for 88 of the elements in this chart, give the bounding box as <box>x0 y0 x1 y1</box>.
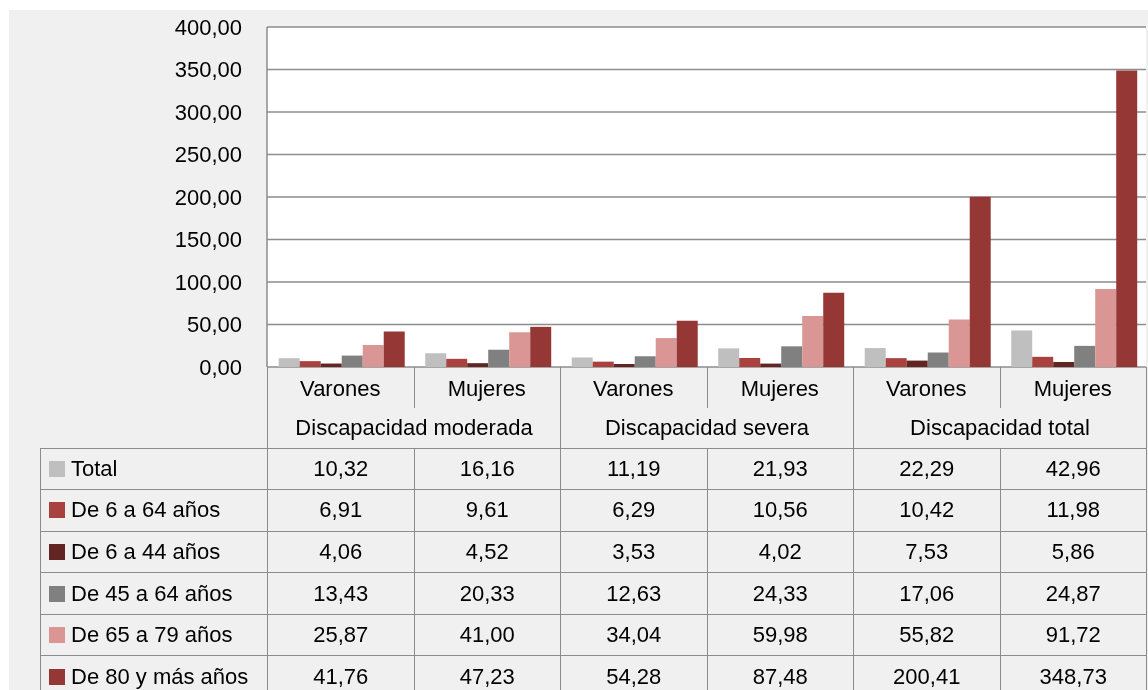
bar <box>571 357 593 367</box>
data-label: 21,93 <box>707 448 854 490</box>
y-tick-label: 200,00 <box>174 184 242 210</box>
data-label: 87,48 <box>707 655 854 690</box>
y-tick-label: 150,00 <box>174 227 242 253</box>
y-tick-label: 250,00 <box>174 142 242 168</box>
bar <box>802 316 824 367</box>
bar <box>718 348 740 367</box>
legend-label: Total <box>40 448 268 490</box>
bar <box>864 348 886 367</box>
data-label: 4,52 <box>414 531 561 573</box>
bar <box>1032 356 1054 367</box>
bar <box>1116 70 1138 367</box>
legend-label: De 45 a 64 años <box>40 572 268 615</box>
text: Discapacidad severa <box>560 408 854 448</box>
x-tick-label: Mujeres <box>740 375 819 401</box>
x-tick-label: Varones <box>300 375 381 401</box>
bar <box>425 353 447 367</box>
legend-label: De 65 a 79 años <box>40 614 268 656</box>
bar <box>1095 289 1117 367</box>
bar <box>655 338 677 367</box>
bar <box>299 361 321 367</box>
data-label: 34,04 <box>560 614 707 656</box>
bar <box>823 292 845 367</box>
bar <box>530 326 552 367</box>
y-tick-label: 0,00 <box>199 354 242 380</box>
data-label: 22,29 <box>853 448 1000 490</box>
bar <box>948 319 970 367</box>
data-label: 7,53 <box>853 531 1000 573</box>
x-tick-label: Mujeres <box>1033 375 1112 401</box>
data-label: 16,16 <box>414 448 561 490</box>
data-label: 12,63 <box>560 572 707 615</box>
bar <box>885 358 907 367</box>
bar <box>467 363 489 367</box>
data-label: 47,23 <box>414 655 561 690</box>
x-tick-label: Varones <box>593 375 674 401</box>
data-label: 3,53 <box>560 531 707 573</box>
bar <box>906 360 928 367</box>
data-label: 6,29 <box>560 489 707 532</box>
data-label: 6,91 <box>267 489 414 532</box>
bar <box>969 196 991 367</box>
data-label: 10,32 <box>267 448 414 490</box>
data-label: 41,76 <box>267 655 414 690</box>
data-label: 91,72 <box>1000 614 1147 656</box>
y-tick-label: 300,00 <box>174 99 242 125</box>
bar <box>613 364 635 367</box>
data-label: 59,98 <box>707 614 854 656</box>
data-label: 11,98 <box>1000 489 1147 532</box>
data-label: 4,06 <box>267 531 414 573</box>
text: Discapacidad moderada <box>267 408 561 448</box>
y-tick-label: 350,00 <box>174 57 242 83</box>
legend-label: De 80 y más años <box>40 655 268 690</box>
data-label: 10,42 <box>853 489 1000 532</box>
bar <box>676 320 698 367</box>
legend-label: De 6 a 44 años <box>40 531 268 573</box>
bar <box>1011 330 1033 367</box>
x-tick-label: Varones <box>886 375 967 401</box>
x-tick-label: Mujeres <box>447 375 526 401</box>
y-tick-label: 400,00 <box>174 14 242 40</box>
data-label: 11,19 <box>560 448 707 490</box>
legend-label: De 6 a 64 años <box>40 489 268 532</box>
bar <box>592 361 614 367</box>
data-label: 10,56 <box>707 489 854 532</box>
data-label: 348,73 <box>1000 655 1147 690</box>
bar <box>446 358 468 367</box>
data-label: 17,06 <box>853 572 1000 615</box>
data-label: 24,33 <box>707 572 854 615</box>
data-label: 24,87 <box>1000 572 1147 615</box>
data-label: 13,43 <box>267 572 414 615</box>
bar <box>739 358 761 367</box>
text: Discapacidad total <box>853 408 1147 448</box>
bar <box>509 332 531 367</box>
bar <box>1053 362 1075 367</box>
bar <box>383 331 405 367</box>
y-tick-label: 50,00 <box>186 312 242 338</box>
bar <box>278 358 300 367</box>
data-label: 25,87 <box>267 614 414 656</box>
data-label: 41,00 <box>414 614 561 656</box>
data-label: 9,61 <box>414 489 561 532</box>
data-label: 54,28 <box>560 655 707 690</box>
data-label: 20,33 <box>414 572 561 615</box>
data-label: 42,96 <box>1000 448 1147 490</box>
bar <box>362 345 384 367</box>
data-label: 200,41 <box>853 655 1000 690</box>
data-label: 55,82 <box>853 614 1000 656</box>
y-tick-label: 100,00 <box>174 269 242 295</box>
data-label: 4,02 <box>707 531 854 573</box>
data-label: 5,86 <box>1000 531 1147 573</box>
